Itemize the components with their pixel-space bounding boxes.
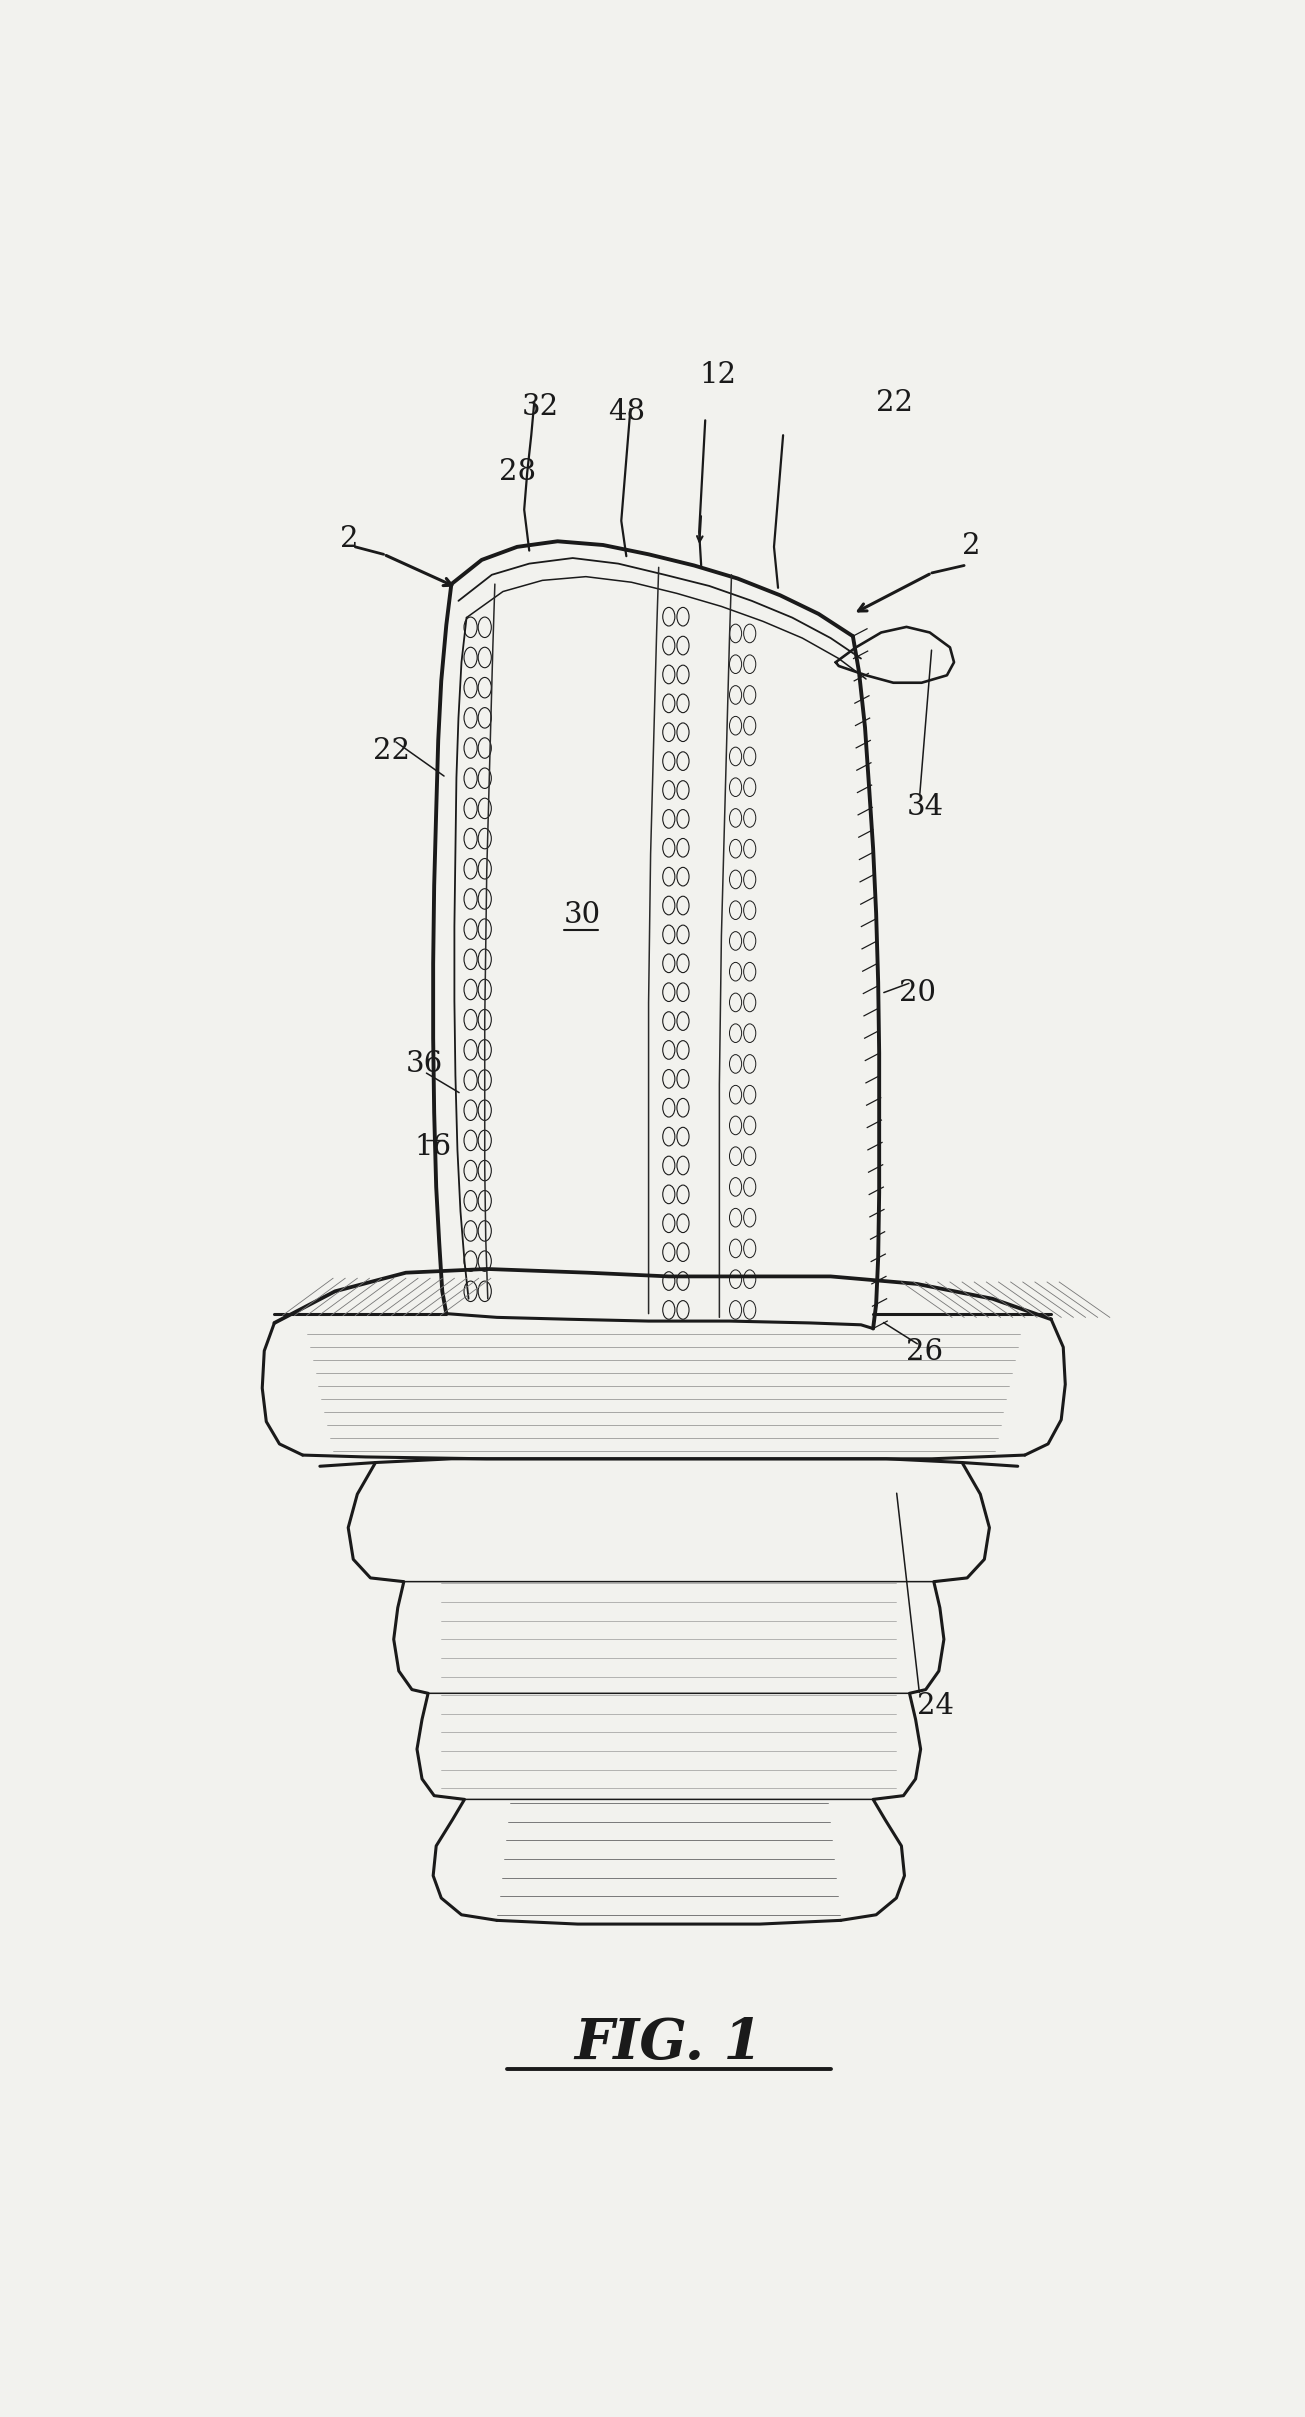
Text: 16: 16 bbox=[414, 1134, 452, 1163]
Text: 26: 26 bbox=[907, 1339, 944, 1366]
Text: 2: 2 bbox=[962, 532, 980, 561]
Text: 12: 12 bbox=[699, 360, 736, 389]
Text: FIG. 1: FIG. 1 bbox=[574, 2016, 763, 2071]
Text: 22: 22 bbox=[373, 737, 411, 766]
Text: 30: 30 bbox=[564, 902, 600, 928]
Text: 28: 28 bbox=[499, 457, 536, 486]
Text: 24: 24 bbox=[916, 1692, 954, 1721]
Text: 34: 34 bbox=[907, 793, 944, 822]
Text: 20: 20 bbox=[899, 979, 937, 1008]
Text: 32: 32 bbox=[522, 392, 560, 421]
Text: 48: 48 bbox=[608, 399, 645, 425]
Text: 22: 22 bbox=[876, 389, 914, 418]
Text: 36: 36 bbox=[406, 1049, 444, 1078]
Text: 2: 2 bbox=[341, 524, 359, 553]
